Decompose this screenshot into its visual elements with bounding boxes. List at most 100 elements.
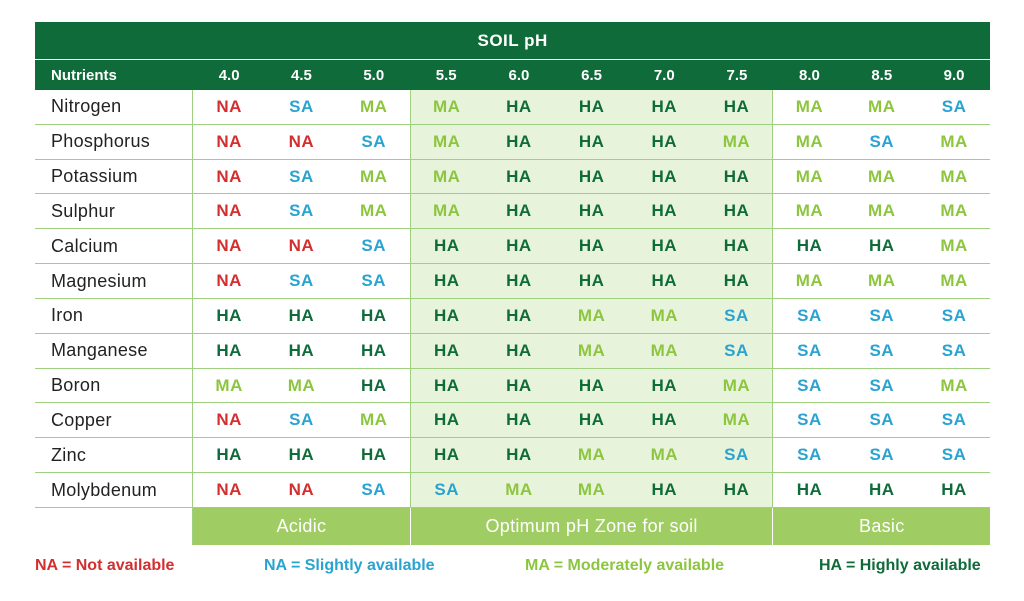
availability-cell: HA xyxy=(700,229,774,265)
availability-cell: MA xyxy=(773,125,846,160)
availability-cell: MA xyxy=(627,333,701,369)
availability-cell: HA xyxy=(773,473,846,508)
availability-cell: HA xyxy=(482,194,556,230)
availability-cell: MA xyxy=(700,368,774,404)
availability-cell: HA xyxy=(482,264,556,299)
availability-cell: SA xyxy=(917,403,991,439)
nutrient-name: Iron xyxy=(35,298,193,334)
availability-cell: MA xyxy=(845,160,918,195)
availability-cell: SA xyxy=(337,229,410,265)
availability-cell: MA xyxy=(700,124,774,160)
availability-cell: NA xyxy=(193,473,266,508)
availability-cell: HA xyxy=(700,264,774,299)
availability-cell: HA xyxy=(265,299,338,334)
availability-cell: SA xyxy=(700,298,774,334)
availability-cell: HA xyxy=(700,473,774,508)
availability-cell: NA xyxy=(193,125,266,160)
zone-optimum: Optimum pH Zone for soil xyxy=(409,507,774,545)
availability-cell: MA xyxy=(845,264,918,299)
availability-cell: NA xyxy=(193,160,266,195)
availability-cell: HA xyxy=(627,403,701,439)
availability-cell: MA xyxy=(700,403,774,439)
availability-cell: HA xyxy=(265,438,338,474)
availability-cell: SA xyxy=(773,403,846,439)
availability-cell: HA xyxy=(482,403,556,439)
ph-column-header: 7.0 xyxy=(627,60,701,90)
availability-cell: MA xyxy=(917,125,991,160)
nutrient-name: Manganese xyxy=(35,333,193,369)
availability-cell: MA xyxy=(917,194,991,230)
availability-cell: HA xyxy=(845,473,918,508)
nutrient-name: Boron xyxy=(35,368,193,404)
availability-cell: HA xyxy=(409,333,483,369)
availability-cell: MA xyxy=(845,194,918,230)
availability-cell: HA xyxy=(627,124,701,160)
availability-cell: MA xyxy=(337,90,410,125)
availability-cell: HA xyxy=(409,298,483,334)
availability-cell: SA xyxy=(265,264,338,299)
availability-cell: HA xyxy=(193,334,266,369)
availability-cell: SA xyxy=(337,125,410,160)
availability-cell: MA xyxy=(265,369,338,404)
availability-cell: SA xyxy=(337,264,410,299)
availability-cell: SA xyxy=(265,90,338,125)
ph-column-header: 7.5 xyxy=(700,60,774,90)
availability-cell: MA xyxy=(773,90,846,125)
nutrient-name: Sulphur xyxy=(35,194,193,230)
availability-cell: HA xyxy=(337,299,410,334)
availability-cell: HA xyxy=(627,90,701,125)
availability-cell: HA xyxy=(917,473,991,508)
availability-cell: MA xyxy=(337,160,410,195)
availability-cell: MA xyxy=(337,194,410,230)
availability-cell: MA xyxy=(845,90,918,125)
availability-cell: HA xyxy=(482,90,556,125)
availability-cell: HA xyxy=(265,334,338,369)
availability-cell: SA xyxy=(917,334,991,369)
availability-cell: NA xyxy=(265,125,338,160)
zone-row-spacer xyxy=(35,507,193,545)
availability-cell: MA xyxy=(627,438,701,474)
ph-column-header: 4.5 xyxy=(265,60,338,90)
nutrient-name: Potassium xyxy=(35,159,193,195)
availability-cell: MA xyxy=(917,160,991,195)
availability-cell: SA xyxy=(337,473,410,508)
availability-cell: HA xyxy=(627,159,701,195)
availability-cell: MA xyxy=(627,298,701,334)
zone-basic: Basic xyxy=(773,507,991,545)
availability-cell: HA xyxy=(555,90,628,125)
availability-cell: SA xyxy=(845,403,918,439)
availability-cell: NA xyxy=(193,403,266,439)
availability-cell: HA xyxy=(555,124,628,160)
availability-cell: HA xyxy=(193,299,266,334)
ph-column-header: 9.0 xyxy=(917,60,991,90)
availability-cell: HA xyxy=(555,264,628,299)
ph-column-header: 5.0 xyxy=(337,60,410,90)
availability-cell: SA xyxy=(845,369,918,404)
availability-cell: SA xyxy=(265,194,338,230)
availability-cell: MA xyxy=(409,90,483,125)
availability-cell: SA xyxy=(265,403,338,439)
legend-highly-available: HA = Highly available xyxy=(819,557,981,574)
availability-cell: HA xyxy=(482,229,556,265)
availability-cell: NA xyxy=(193,229,266,265)
availability-cell: SA xyxy=(700,333,774,369)
availability-cell: HA xyxy=(555,403,628,439)
legend-not-available: NA = Not available xyxy=(35,557,175,574)
availability-cell: HA xyxy=(627,473,701,508)
legend-moderately-available: MA = Moderately available xyxy=(525,557,725,574)
availability-cell: SA xyxy=(773,369,846,404)
availability-cell: HA xyxy=(555,229,628,265)
nutrient-name: Phosphorus xyxy=(35,124,193,160)
availability-cell: MA xyxy=(555,473,628,508)
availability-cell: MA xyxy=(337,403,410,439)
availability-cell: HA xyxy=(845,229,918,265)
availability-cell: SA xyxy=(845,334,918,369)
availability-cell: NA xyxy=(193,194,266,230)
availability-cell: HA xyxy=(773,229,846,265)
availability-cell: SA xyxy=(917,438,991,474)
availability-cell: HA xyxy=(700,194,774,230)
availability-cell: SA xyxy=(845,438,918,474)
nutrient-name: Magnesium xyxy=(35,264,193,299)
availability-cell: HA xyxy=(409,264,483,299)
availability-cell: NA xyxy=(193,90,266,125)
